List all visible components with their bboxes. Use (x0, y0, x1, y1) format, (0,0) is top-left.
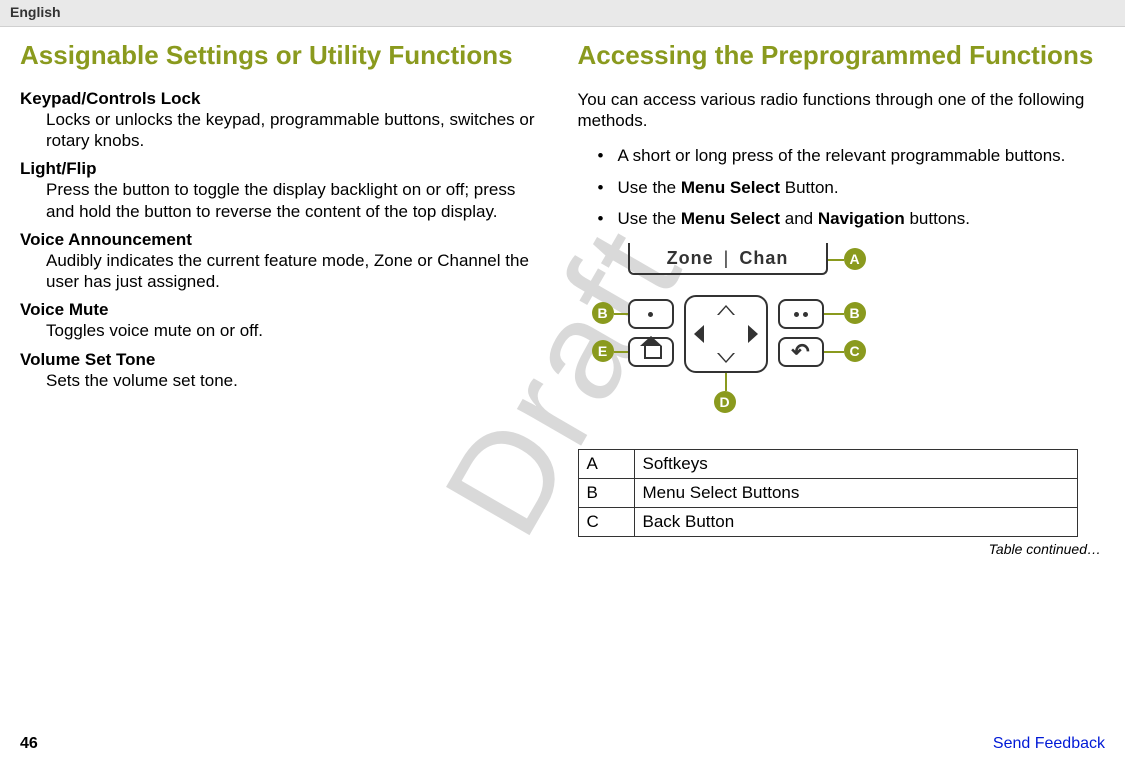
callout-label: C (849, 343, 859, 359)
desc: Toggles voice mute on or off. (46, 320, 548, 341)
bullet-list: A short or long press of the relevant pr… (578, 145, 1106, 229)
callout-line (614, 351, 628, 353)
callout-label: E (598, 343, 607, 359)
zone-label: Zone (667, 248, 714, 269)
footer: 46 Send Feedback (0, 735, 1125, 753)
dot-icon (648, 312, 653, 317)
callout-d: D (714, 391, 736, 413)
arrow-left-icon (694, 325, 704, 343)
desc: Audibly indicates the current feature mo… (46, 250, 548, 293)
callout-line (824, 351, 844, 353)
legend-value: Menu Select Buttons (634, 479, 1077, 508)
bullet-bold: Navigation (818, 209, 905, 228)
bullet-text: and (780, 209, 818, 228)
home-icon (642, 345, 660, 359)
legend-value: Softkeys (634, 450, 1077, 479)
arrow-right-icon (748, 325, 758, 343)
table-continued: Table continued… (578, 541, 1106, 557)
send-feedback-link[interactable]: Send Feedback (993, 735, 1105, 753)
bullet-bold: Menu Select (681, 178, 780, 197)
table-row: CBack Button (578, 508, 1077, 537)
keypad-diagram: Zone | Chan A ↶ B B (598, 239, 898, 429)
separator-icon: | (724, 248, 730, 269)
legend-key: C (578, 508, 634, 537)
term: Voice Announcement (20, 230, 548, 250)
callout-c: C (844, 340, 866, 362)
legend-key: A (578, 450, 634, 479)
definition-list: Keypad/Controls Lock Locks or unlocks th… (20, 89, 548, 391)
callout-line (824, 313, 844, 315)
legend-key: B (578, 479, 634, 508)
header-language: English (10, 4, 61, 20)
legend-table: ASoftkeys BMenu Select Buttons CBack But… (578, 449, 1078, 537)
bullet-text: Use the (618, 178, 681, 197)
callout-line (828, 259, 844, 261)
term: Keypad/Controls Lock (20, 89, 548, 109)
page-number: 46 (20, 735, 38, 753)
callout-b-right: B (844, 302, 866, 324)
arrow-up-fill (719, 307, 733, 315)
header-bar: English (0, 0, 1125, 27)
desc: Press the button to toggle the display b… (46, 179, 548, 222)
softkey-display: Zone | Chan (628, 243, 828, 275)
bullet-item: A short or long press of the relevant pr… (598, 145, 1106, 166)
bullet-text: A short or long press of the relevant pr… (618, 146, 1066, 165)
desc: Locks or unlocks the keypad, programmabl… (46, 109, 548, 152)
table-row: BMenu Select Buttons (578, 479, 1077, 508)
callout-line (725, 373, 727, 391)
bullet-text: Button. (780, 178, 839, 197)
right-intro: You can access various radio functions t… (578, 89, 1106, 132)
dot-icon (794, 312, 799, 317)
arrow-down-fill (719, 353, 733, 361)
callout-label: D (719, 394, 729, 410)
dot-icon (803, 312, 808, 317)
menu-select-left-key (628, 299, 674, 329)
bullet-text: buttons. (905, 209, 970, 228)
back-key: ↶ (778, 337, 824, 367)
home-key (628, 337, 674, 367)
right-column: Accessing the Preprogrammed Functions Yo… (578, 41, 1106, 557)
left-column: Assignable Settings or Utility Functions… (20, 41, 548, 557)
chan-label: Chan (739, 248, 788, 269)
page-columns: Assignable Settings or Utility Functions… (0, 27, 1125, 557)
term: Light/Flip (20, 159, 548, 179)
callout-e: E (592, 340, 614, 362)
callout-line (614, 313, 628, 315)
bullet-item: Use the Menu Select and Navigation butto… (598, 208, 1106, 229)
term: Volume Set Tone (20, 350, 548, 370)
legend-value: Back Button (634, 508, 1077, 537)
back-icon: ↶ (791, 341, 809, 363)
callout-label: A (849, 251, 859, 267)
table-row: ASoftkeys (578, 450, 1077, 479)
bullet-bold: Menu Select (681, 209, 780, 228)
callout-label: B (597, 305, 607, 321)
bullet-item: Use the Menu Select Button. (598, 177, 1106, 198)
desc: Sets the volume set tone. (46, 370, 548, 391)
right-title: Accessing the Preprogrammed Functions (578, 41, 1106, 71)
navigation-key (684, 295, 768, 373)
callout-b-left: B (592, 302, 614, 324)
term: Voice Mute (20, 300, 548, 320)
menu-select-right-key (778, 299, 824, 329)
bullet-text: Use the (618, 209, 681, 228)
callout-a: A (844, 248, 866, 270)
left-title: Assignable Settings or Utility Functions (20, 41, 548, 71)
callout-label: B (849, 305, 859, 321)
